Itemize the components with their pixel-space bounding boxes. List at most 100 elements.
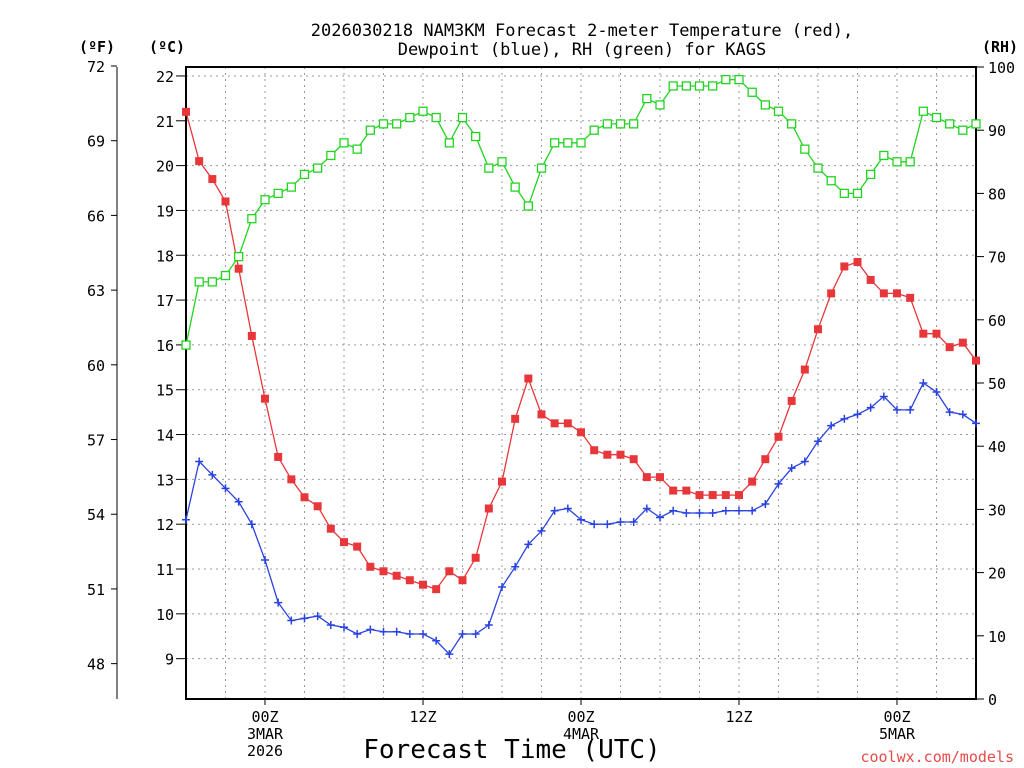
temperature-point <box>642 473 651 482</box>
dewpoint-point <box>537 526 546 535</box>
dewpoint-point <box>300 614 309 623</box>
temperature-point <box>524 374 533 383</box>
c-tick-label: 21 <box>156 113 174 131</box>
temperature-point <box>800 365 809 374</box>
c-tick-label: 13 <box>156 471 174 489</box>
temperature-point <box>787 396 796 405</box>
temperature-point <box>247 331 256 340</box>
grid-layer <box>186 67 976 699</box>
temperature-point <box>774 432 783 441</box>
c-tick-label: 14 <box>156 427 174 445</box>
dewpoint-point <box>879 392 888 401</box>
temperature-point <box>379 567 388 576</box>
temperature-point <box>629 455 638 464</box>
c-tick-label: 12 <box>156 516 174 534</box>
rh-point <box>457 112 468 123</box>
x-tick-label: 00Z <box>883 708 910 726</box>
rh-axis-unit: (RH) <box>982 38 1018 56</box>
c-tick-label: 19 <box>156 202 174 220</box>
temperature-point <box>445 567 454 576</box>
rh-point <box>207 277 217 287</box>
dewpoint-point <box>774 479 783 488</box>
dewpoint-point <box>800 457 809 466</box>
temperature-point <box>682 486 691 495</box>
temperature-point <box>748 477 757 486</box>
x-tick-label: 5MAR <box>879 725 916 743</box>
temperature-point <box>919 329 928 338</box>
dewpoint-point <box>656 513 664 522</box>
temperature-point <box>761 455 770 464</box>
temperature-point <box>827 289 836 298</box>
rh-point <box>194 277 204 287</box>
rh-point <box>642 93 652 104</box>
rh-point <box>220 270 231 281</box>
temperature-point <box>537 410 546 419</box>
dewpoint-point <box>669 506 678 515</box>
f-tick-label: 69 <box>87 133 105 151</box>
plot-frame <box>185 66 977 700</box>
c-tick-label: 11 <box>156 561 174 579</box>
rh-point <box>615 119 626 129</box>
rh-point <box>418 106 428 116</box>
rh-tick-label: 10 <box>988 628 1006 646</box>
dewpoint-point <box>524 540 533 549</box>
dewpoint-point <box>814 437 822 446</box>
rh-point <box>813 163 823 173</box>
dewpoint-point <box>906 405 915 414</box>
temperature-point <box>182 107 190 116</box>
tick-labels: 9 10 11 12 13 14 15 16 17 18 19 20 21 22 48 51 54 57 60 63 6… <box>87 58 1015 760</box>
temperature-point <box>563 419 572 428</box>
temperature-point <box>405 576 414 585</box>
dewpoint-point <box>432 636 441 645</box>
x-tick-label: 12Z <box>725 708 752 726</box>
c-tick-label: 22 <box>156 68 174 86</box>
temperature-point <box>366 562 375 571</box>
rh-point <box>260 195 270 205</box>
rh-point <box>708 81 718 91</box>
temperature-point <box>840 262 849 271</box>
rh-point <box>800 144 810 154</box>
rh-point <box>826 176 836 186</box>
x-axis-label: Forecast Time (UTC) <box>363 735 660 765</box>
dewpoint-point <box>274 598 283 607</box>
temperature-point <box>853 257 862 266</box>
dewpoint-point <box>893 405 901 414</box>
rh-point <box>431 112 441 123</box>
temperature-point <box>208 175 217 184</box>
temperature-point <box>392 571 401 580</box>
rh-point <box>563 138 573 148</box>
temperature-point <box>458 576 467 585</box>
rh-point <box>866 169 876 180</box>
temperature-point <box>287 475 296 484</box>
dewpoint-point <box>972 419 980 428</box>
rh-point <box>892 157 902 167</box>
f-tick-label: 60 <box>87 357 105 375</box>
c-tick-label: 17 <box>156 292 174 310</box>
celsius-axis-unit: (ºC) <box>149 38 185 56</box>
dewpoint-point <box>221 484 230 493</box>
f-tick-label: 66 <box>87 207 105 225</box>
rh-tick-label: 60 <box>988 312 1006 330</box>
temperature-point <box>577 428 585 437</box>
rh-tick-label: 90 <box>988 122 1006 140</box>
rh-point <box>181 340 191 350</box>
rh-point <box>773 106 784 116</box>
rh-point <box>378 119 389 129</box>
chart-title-line-2: Dewpoint (blue), RH (green) for KAGS <box>398 40 766 60</box>
rh-point <box>589 125 599 135</box>
rh-point <box>392 119 402 129</box>
dewpoint-point <box>353 630 362 639</box>
dewpoint-point <box>484 621 493 630</box>
f-tick-label: 57 <box>87 432 105 450</box>
rh-point <box>536 163 547 173</box>
temperature-point <box>195 157 204 166</box>
dewpoint-point <box>919 379 928 387</box>
series-layer <box>181 74 981 659</box>
dewpoint-point <box>945 408 954 417</box>
dewpoint-point <box>511 562 520 571</box>
f-tick-label: 54 <box>87 506 105 524</box>
rh-point <box>839 188 849 199</box>
f-tick-label: 51 <box>87 581 105 599</box>
f-tick-label: 63 <box>87 282 105 300</box>
